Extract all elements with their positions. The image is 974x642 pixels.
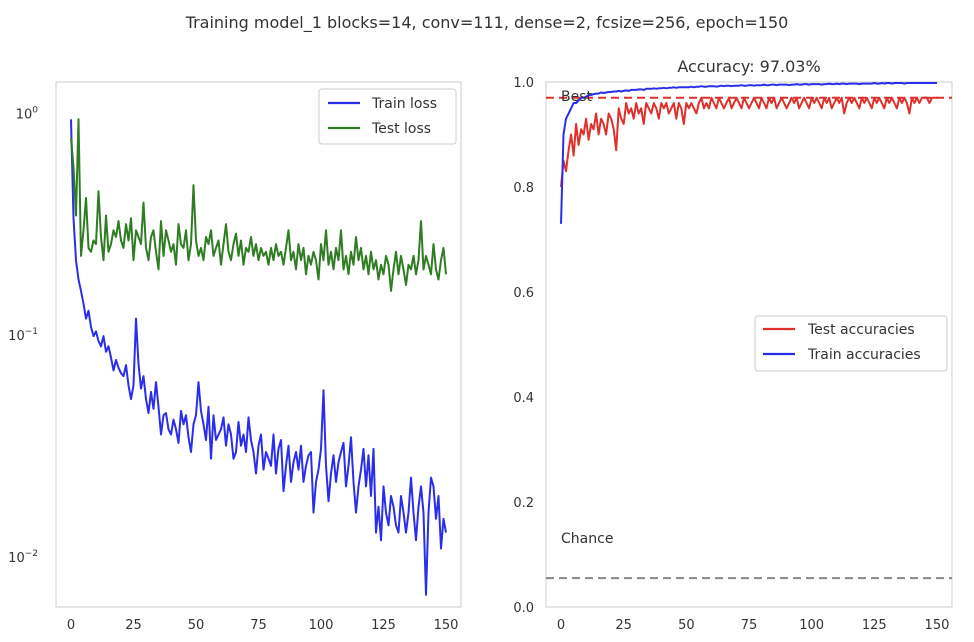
accuracy-x-tick-label: 150: [925, 618, 950, 633]
accuracy-x-tick-label: 50: [678, 618, 695, 633]
accuracy-x-axis: 0 25 50 75 100 125 150: [557, 618, 949, 633]
accuracy-legend: Test accuracies Train accuracies: [754, 315, 948, 372]
accuracy-chart-title: Accuracy: 97.03%: [677, 57, 820, 76]
loss-x-axis: 0 25 50 75 100 125 150: [67, 618, 459, 633]
accuracy-legend-test-label: Test accuracies: [807, 322, 915, 338]
train-accuracy-line: [560, 82, 937, 224]
train-loss-line: [70, 119, 447, 596]
accuracy-legend-box: [754, 315, 948, 372]
loss-series: [70, 118, 447, 596]
accuracy-x-tick-label: 100: [799, 618, 824, 633]
loss-plot-area: [55, 81, 462, 608]
loss-legend: Train loss Test loss: [318, 88, 457, 145]
loss-y-tick-label: 10−2: [8, 549, 38, 566]
loss-x-tick-label: 50: [188, 618, 205, 633]
test-accuracy-line: [560, 96, 937, 188]
loss-x-tick-label: 100: [309, 618, 334, 633]
accuracy-y-tick-label: 0.2: [513, 496, 534, 511]
loss-x-tick-label: 150: [434, 618, 459, 633]
accuracy-y-tick-label: 0.4: [513, 391, 534, 406]
accuracy-reference-lines: [546, 96, 952, 580]
accuracy-y-tick-label: 0.0: [513, 601, 534, 616]
accuracy-y-tick-label: 0.8: [513, 181, 534, 196]
loss-x-tick-label: 125: [371, 618, 396, 633]
loss-y-axis: 100 10−1 10−2: [8, 105, 38, 565]
loss-chart: 0 25 50 75 100 125 150 100 10−1 10−2 Train loss …: [8, 81, 462, 633]
accuracy-x-tick-label: 125: [862, 618, 887, 633]
accuracy-legend-train-label: Train accuracies: [807, 347, 921, 363]
accuracy-chart: Accuracy: 97.03% 0 25 50 75 100 125 150 0.0 0.2…: [513, 57, 953, 633]
loss-x-tick-label: 75: [250, 618, 267, 633]
accuracy-y-tick-label: 1.0: [513, 76, 534, 91]
loss-legend-train-label: Train loss: [371, 96, 437, 112]
best-label: Best: [561, 89, 593, 105]
figure-suptitle: Training model_1 blocks=14, conv=111, de…: [185, 13, 789, 33]
loss-x-tick-label: 25: [125, 618, 142, 633]
accuracy-y-tick-label: 0.6: [513, 286, 534, 301]
accuracy-x-tick-label: 25: [615, 618, 632, 633]
accuracy-x-tick-label: 75: [741, 618, 758, 633]
loss-y-tick-label: 100: [16, 105, 39, 122]
loss-y-tick-label: 10−1: [8, 327, 38, 344]
accuracy-x-tick-label: 0: [557, 618, 565, 633]
chance-label: Chance: [561, 531, 613, 547]
accuracy-y-axis: 0.0 0.2 0.4 0.6 0.8 1.0: [513, 76, 534, 616]
test-loss-line: [70, 118, 447, 292]
accuracy-series: Best Chance: [560, 82, 937, 547]
loss-legend-test-label: Test loss: [371, 121, 431, 137]
loss-x-tick-label: 0: [67, 618, 75, 633]
